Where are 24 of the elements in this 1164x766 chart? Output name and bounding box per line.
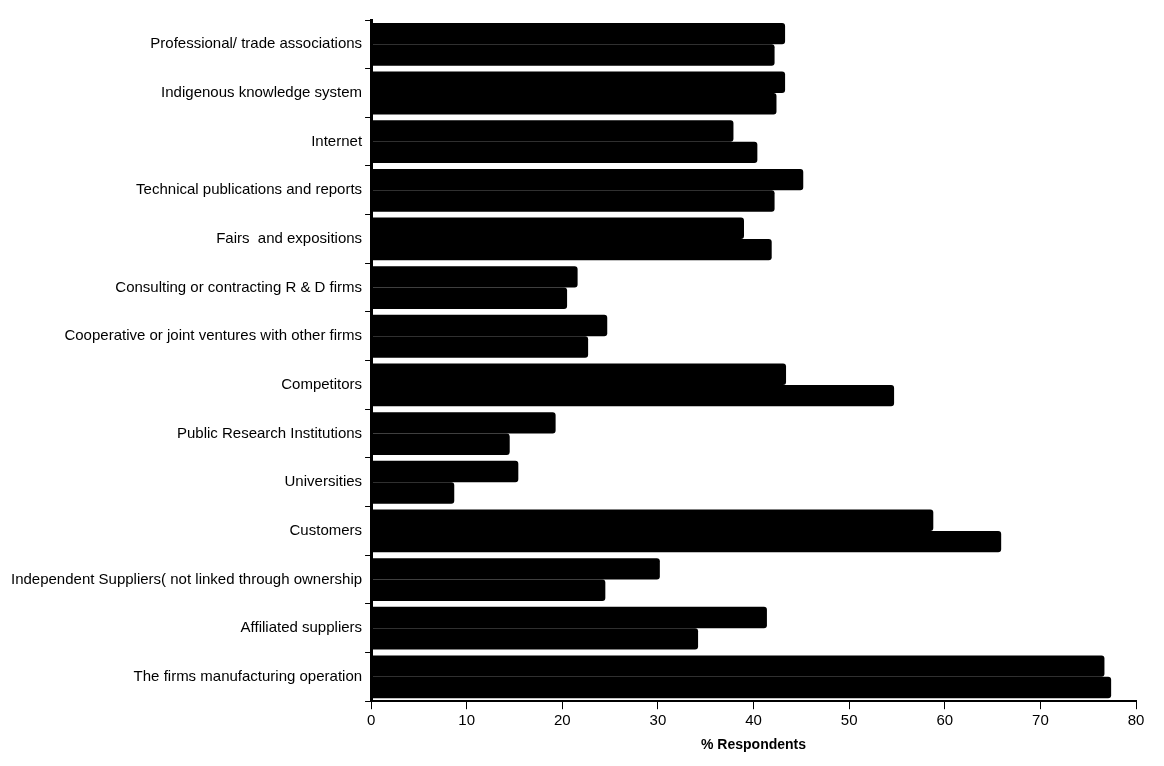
x-axis-title: % Respondents (701, 736, 807, 753)
x-tick-label: 40 (745, 711, 762, 729)
x-tick-label: 80 (1127, 711, 1145, 729)
x-tick-label: 10 (458, 711, 476, 729)
x-tick-label: 30 (649, 711, 667, 729)
x-tick-label: 20 (553, 711, 571, 729)
y-tick-label: Internet (311, 131, 363, 149)
y-tick-label: Affiliated suppliers (240, 618, 363, 636)
y-tick-label: Consulting or contracting R & D firms (115, 277, 363, 295)
y-tick-label: Customers (289, 521, 363, 539)
y-tick-label: Competitors (281, 375, 363, 393)
x-tick-label: 60 (936, 711, 954, 729)
y-tick-label: Public Research Institutions (176, 423, 363, 441)
x-tick-label: 50 (840, 711, 858, 729)
y-tick-label: Indigenous knowledge system (161, 83, 363, 101)
x-tick-label: 0 (366, 711, 376, 729)
y-tick-label: Universities (284, 472, 363, 490)
y-tick-label: The firms manufacturing operation (133, 667, 363, 685)
y-tick-label: Professional/ trade associations (150, 34, 363, 52)
y-tick-label: Fairs and expositions (216, 229, 363, 247)
y-tick-label: Technical publications and reports (136, 180, 363, 198)
x-tick-label: 70 (1032, 711, 1049, 729)
y-tick-label: Cooperative or joint ventures with other firms (64, 326, 363, 344)
y-tick-label: Independent Suppliers( not linked through ownership (10, 569, 363, 587)
